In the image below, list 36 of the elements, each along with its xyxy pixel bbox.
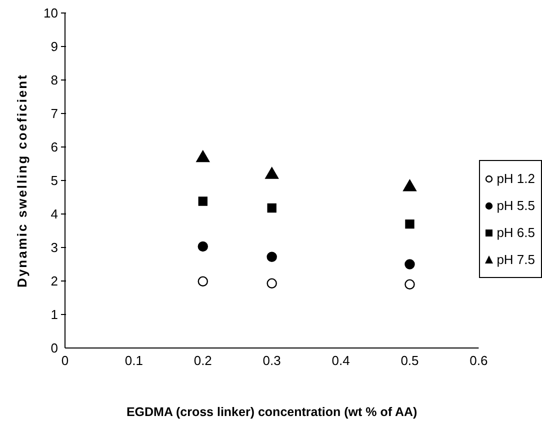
y-tick-label: 8 [50,72,58,88]
y-tick-label: 9 [50,39,58,54]
y-axis-title: Dynamic swelling coeficient [14,74,30,288]
y-tick-label: 2 [50,274,58,288]
x-tick-label: 0.3 [262,353,281,368]
y-tick-label: 6 [50,140,58,154]
point [198,241,208,252]
y-tick-label: 7 [50,106,58,121]
y-tick-label: 5 [50,173,58,188]
y-tick-label: 4 [50,206,58,222]
legend-label: pH 7.5 [496,252,535,267]
x-tick-label: 0.2 [194,353,212,368]
point [266,252,277,262]
point [266,278,277,288]
x-tick-label: 0.4 [332,353,350,368]
legend-label: pH 6.5 [496,225,535,240]
y-tick-label: 10 [44,6,58,20]
point [404,259,415,270]
point [403,180,416,192]
x-tick-label: 0.5 [400,353,419,368]
legend-label: pH 1.2 [496,171,535,186]
point [265,167,279,179]
point [198,196,208,206]
x-tick-label: 0 [61,353,69,368]
point [198,276,208,286]
point [405,219,414,229]
x-tick-label: 0.6 [470,353,488,368]
y-tick-label: 3 [50,240,58,255]
legend-label: pH 5.5 [496,198,535,213]
x-tick-label: 0.1 [124,353,143,368]
point [196,150,210,162]
x-axis-title: EGDMA (cross linker) concentration (wt % of AA) [126,405,418,419]
point [404,279,415,290]
y-tick-label: 0 [50,340,58,356]
point [267,203,276,213]
y-tick-label: 1 [50,307,58,322]
